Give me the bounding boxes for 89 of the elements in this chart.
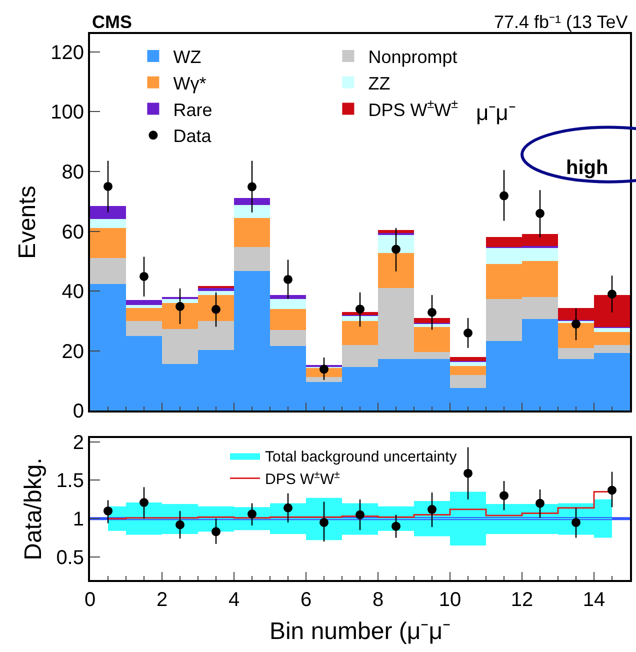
point bbox=[176, 302, 184, 311]
x-axis-title: Bin number (μ⁻μ⁻ bbox=[269, 618, 451, 645]
point bbox=[572, 518, 580, 527]
point bbox=[464, 328, 472, 338]
annotation: μ⁻μ⁻ bbox=[476, 100, 516, 125]
legend-label: DPS W$^{±}$W$^{±}$ bbox=[368, 97, 458, 120]
x-tick-label: 6 bbox=[300, 589, 312, 611]
bar bbox=[90, 228, 126, 258]
point bbox=[428, 308, 436, 317]
bar bbox=[234, 218, 270, 247]
bar bbox=[198, 288, 234, 291]
legend-label: Nonprompt bbox=[368, 46, 458, 67]
bar bbox=[450, 357, 486, 361]
x-tick-label: 12 bbox=[510, 589, 534, 611]
annotation: high bbox=[566, 157, 608, 179]
bar bbox=[90, 219, 126, 228]
bar bbox=[234, 198, 270, 205]
bar bbox=[270, 309, 306, 330]
x-tick-label: 4 bbox=[228, 589, 240, 611]
point bbox=[104, 506, 112, 516]
point bbox=[356, 510, 364, 520]
x-tick-label: 2 bbox=[156, 589, 168, 611]
point bbox=[248, 182, 256, 192]
point bbox=[392, 522, 400, 531]
bar bbox=[90, 206, 126, 219]
y-axis-title: Events bbox=[14, 186, 42, 260]
y-tick-label: 1 bbox=[72, 508, 84, 531]
point bbox=[428, 504, 436, 514]
y-tick-label: 60 bbox=[62, 221, 84, 244]
y-tick-label: 2 bbox=[72, 432, 84, 454]
point bbox=[284, 274, 292, 284]
bar bbox=[450, 362, 486, 366]
point bbox=[284, 503, 292, 512]
legend-label: Rare bbox=[173, 100, 212, 120]
bar bbox=[450, 375, 486, 388]
bar bbox=[378, 253, 414, 288]
point bbox=[608, 290, 616, 299]
point bbox=[464, 468, 472, 478]
point bbox=[104, 182, 112, 191]
point bbox=[392, 244, 400, 254]
legend-label: Wγ* bbox=[173, 73, 206, 94]
bar bbox=[450, 366, 486, 375]
bar bbox=[198, 291, 234, 295]
point bbox=[572, 320, 580, 329]
bar bbox=[234, 205, 270, 218]
point bbox=[140, 272, 148, 281]
y-tick-label: 0 bbox=[72, 400, 84, 423]
y-tick-label: 40 bbox=[62, 281, 84, 304]
point bbox=[356, 304, 364, 314]
bar bbox=[270, 295, 306, 299]
x-tick-label: 14 bbox=[582, 589, 606, 611]
y-tick-label: 100 bbox=[50, 102, 84, 124]
legend-label: Total background uncertainty bbox=[265, 448, 458, 466]
point bbox=[248, 510, 256, 519]
y-tick-label: 80 bbox=[62, 162, 84, 184]
bar bbox=[270, 299, 306, 309]
y-tick-label: 0.5 bbox=[56, 546, 84, 569]
point bbox=[500, 491, 508, 500]
point bbox=[176, 520, 184, 530]
point bbox=[536, 498, 544, 508]
point bbox=[500, 191, 508, 200]
bar bbox=[126, 305, 162, 308]
chart-subtitle: 77.4 fb⁻¹ (13 TeV bbox=[494, 12, 628, 32]
point bbox=[320, 364, 328, 374]
point bbox=[320, 518, 328, 527]
bar bbox=[234, 247, 270, 271]
bar bbox=[306, 377, 342, 382]
bar bbox=[270, 330, 306, 346]
point bbox=[212, 527, 220, 536]
x-tick-label: 10 bbox=[438, 589, 462, 611]
bar bbox=[414, 327, 450, 352]
point bbox=[140, 498, 148, 507]
y-tick-label: 1.5 bbox=[56, 470, 84, 492]
y-axis-title: Data/bkg. bbox=[20, 458, 47, 560]
bar bbox=[126, 300, 162, 305]
y-tick-label: 120 bbox=[50, 42, 84, 64]
point bbox=[536, 208, 544, 218]
chart-title: CMS bbox=[92, 12, 132, 32]
legend-label: Data bbox=[173, 126, 212, 146]
x-tick-label: 8 bbox=[372, 589, 384, 611]
bar bbox=[342, 321, 378, 345]
legend-label: ZZ bbox=[368, 73, 390, 94]
legend-label: WZ bbox=[173, 46, 202, 67]
bar bbox=[414, 318, 450, 323]
bar bbox=[378, 230, 414, 233]
bar bbox=[90, 258, 126, 284]
legend-label: DPS W$^{±}$W$^{±}$ bbox=[265, 468, 340, 488]
point bbox=[608, 486, 616, 495]
y-tick-label: 20 bbox=[62, 340, 84, 363]
